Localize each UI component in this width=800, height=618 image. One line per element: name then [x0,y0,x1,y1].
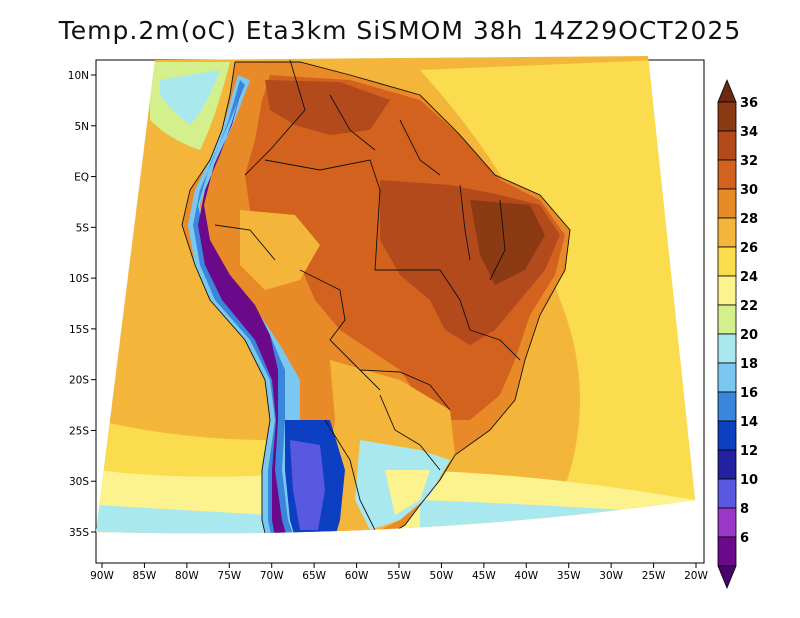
lon-tick-label: 80W [175,570,199,582]
colorbar-label: 34 [740,125,758,140]
model-domain [96,56,695,534]
colorbar-label: 28 [740,212,758,227]
colorbar [717,78,737,590]
colorbar-segment [717,420,737,451]
lon-tick-label: 70W [260,570,284,582]
colorbar-segment [717,159,737,190]
lat-tick-label: 15S [69,324,89,336]
longitude-axis: 90W 85W 80W 75W 70W 65W 60W 55W 50W 45W 40W 35W 30W 2… [90,563,708,582]
lon-tick-label: 35W [557,570,581,582]
colorbar-top-arrow [717,78,737,103]
colorbar-label: 32 [740,154,758,169]
colorbar-bottom-arrow [717,565,737,590]
colorbar-segment [717,275,737,306]
colorbar-label: 16 [740,386,758,401]
lat-tick-label: 10N [68,70,89,82]
ocean-atlantic-warm [420,60,695,500]
latitude-axis: 10N 5N EQ 5S 10S 15S 20S 25S 30S 35S [68,70,96,539]
andes-coldest [198,88,292,534]
colorbar-label: 6 [740,531,749,546]
colorbar-segment [717,478,737,509]
lon-tick-label: 50W [430,570,454,582]
colorbar-label: 30 [740,183,758,198]
colorbar-segment [717,130,737,161]
lon-tick-label: 75W [217,570,241,582]
colorbar-segment [717,101,737,132]
colorbar-label: 12 [740,444,758,459]
colorbar-label: 24 [740,270,758,285]
colorbar-segment [717,217,737,248]
lon-tick-label: 20W [684,570,708,582]
lon-tick-label: 30W [599,570,623,582]
lat-tick-label: 5S [76,222,90,234]
lat-tick-label: EQ [74,172,89,184]
colorbar-label: 8 [740,502,749,517]
colorbar-label: 18 [740,357,758,372]
lon-tick-label: 85W [133,570,157,582]
lon-tick-label: 45W [472,570,496,582]
lon-tick-label: 55W [387,570,411,582]
colorbar-label: 14 [740,415,758,430]
lat-tick-label: 10S [69,273,89,285]
country-borders [181,59,571,534]
colorbar-segment [717,536,737,567]
ocean-pacific-coast [160,70,220,125]
colorbar-segment [717,188,737,219]
lon-tick-label: 25W [642,570,666,582]
colorbar-segment [717,362,737,393]
lat-tick-label: 20S [69,375,89,387]
land-uruguay [385,470,430,515]
colorbar-segment [717,391,737,422]
colorbar-label: 22 [740,299,758,314]
land-hottest [470,200,545,285]
lon-tick-label: 40W [514,570,538,582]
lat-tick-label: 35S [69,527,89,539]
land-north-hot [265,80,390,135]
colorbar-segment [717,333,737,364]
lat-tick-label: 25S [69,425,89,437]
lat-tick-label: 5N [74,121,89,133]
colorbar-label: 10 [740,473,758,488]
lon-tick-label: 90W [90,570,114,582]
colorbar-label: 20 [740,328,758,343]
ocean-pacific-cool [96,505,270,534]
lat-tick-label: 30S [69,476,89,488]
patagonia-colder [290,440,325,530]
colorbar-segment [717,246,737,277]
colorbar-label: 36 [740,96,758,111]
colorbar-segment [717,304,737,335]
lon-tick-label: 60W [345,570,369,582]
colorbar-label: 26 [740,241,758,256]
colorbar-labels: 36 34 32 30 28 26 24 22 20 18 16 14 12 10 8 6 [740,96,758,546]
map-title: Temp.2m(oC) Eta3km SiSMOM 38h 14Z29OCT20… [58,16,742,45]
colorbar-segment [717,507,737,538]
lon-tick-label: 65W [302,570,326,582]
colorbar-segment [717,449,737,480]
